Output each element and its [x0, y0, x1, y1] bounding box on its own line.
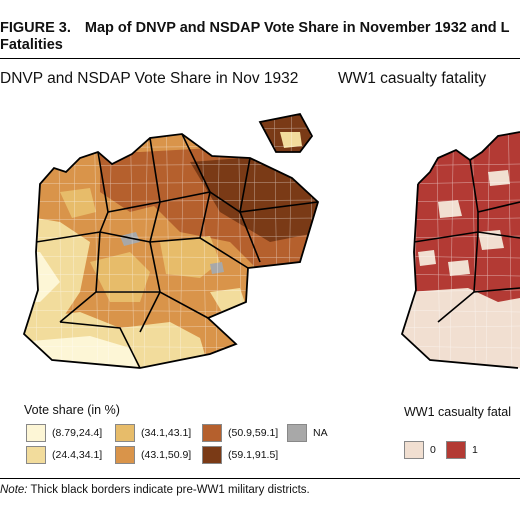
right-panel-title: WW1 casualty fatality	[338, 70, 487, 87]
ww1-fatality-regions	[402, 132, 520, 368]
ww1-legend-swatch-0	[404, 441, 424, 459]
legend-swatch-5	[202, 424, 222, 442]
figure-title-line2: Fatalities	[0, 37, 63, 53]
figure-note: Note: Thick black borders indicate pre-W…	[0, 484, 310, 496]
figure-title-line1: Map of DNVP and NSDAP Vote Share in Nove…	[84, 20, 510, 36]
legend-label-4: (43.1,50.9]	[141, 449, 192, 461]
legend-label-1: (8.79,24.4]	[52, 427, 103, 439]
legend-swatch-na	[287, 424, 307, 442]
legend-label-na: NA	[313, 427, 328, 439]
ww1-legend-label-0: 0	[430, 444, 436, 456]
legend-label-6: (59.1,91.5]	[228, 449, 279, 461]
ww1-legend-title: WW1 casualty fatal	[404, 405, 511, 419]
top-rule	[0, 58, 520, 59]
legend-swatch-2	[26, 446, 46, 464]
vote-share-regions	[24, 114, 318, 368]
ww1-fatality-map	[400, 131, 520, 369]
ww1-legend-label-1: 1	[472, 444, 478, 456]
figure-title: FIGURE 3. Map of DNVP and NSDAP Vote Shar…	[0, 20, 520, 54]
legend-swatch-4	[115, 446, 135, 464]
bottom-rule	[0, 478, 520, 479]
ww1-legend-swatch-1	[446, 441, 466, 459]
vote-share-map	[22, 112, 320, 369]
legend-label-3: (34.1,43.1]	[141, 427, 192, 439]
left-panel-title: DNVP and NSDAP Vote Share in Nov 1932	[0, 70, 299, 87]
note-prefix: Note:	[0, 484, 28, 496]
note-text: Thick black borders indicate pre-WW1 mil…	[27, 484, 310, 496]
figure-label: FIGURE 3.	[0, 20, 71, 36]
legend-label-2: (24.4,34.1]	[52, 449, 103, 461]
legend-swatch-6	[202, 446, 222, 464]
vote-share-legend-title: Vote share (in %)	[24, 403, 120, 417]
legend-label-5: (50.9,59.1]	[228, 427, 279, 439]
legend-swatch-3	[115, 424, 135, 442]
legend-swatch-1	[26, 424, 46, 442]
